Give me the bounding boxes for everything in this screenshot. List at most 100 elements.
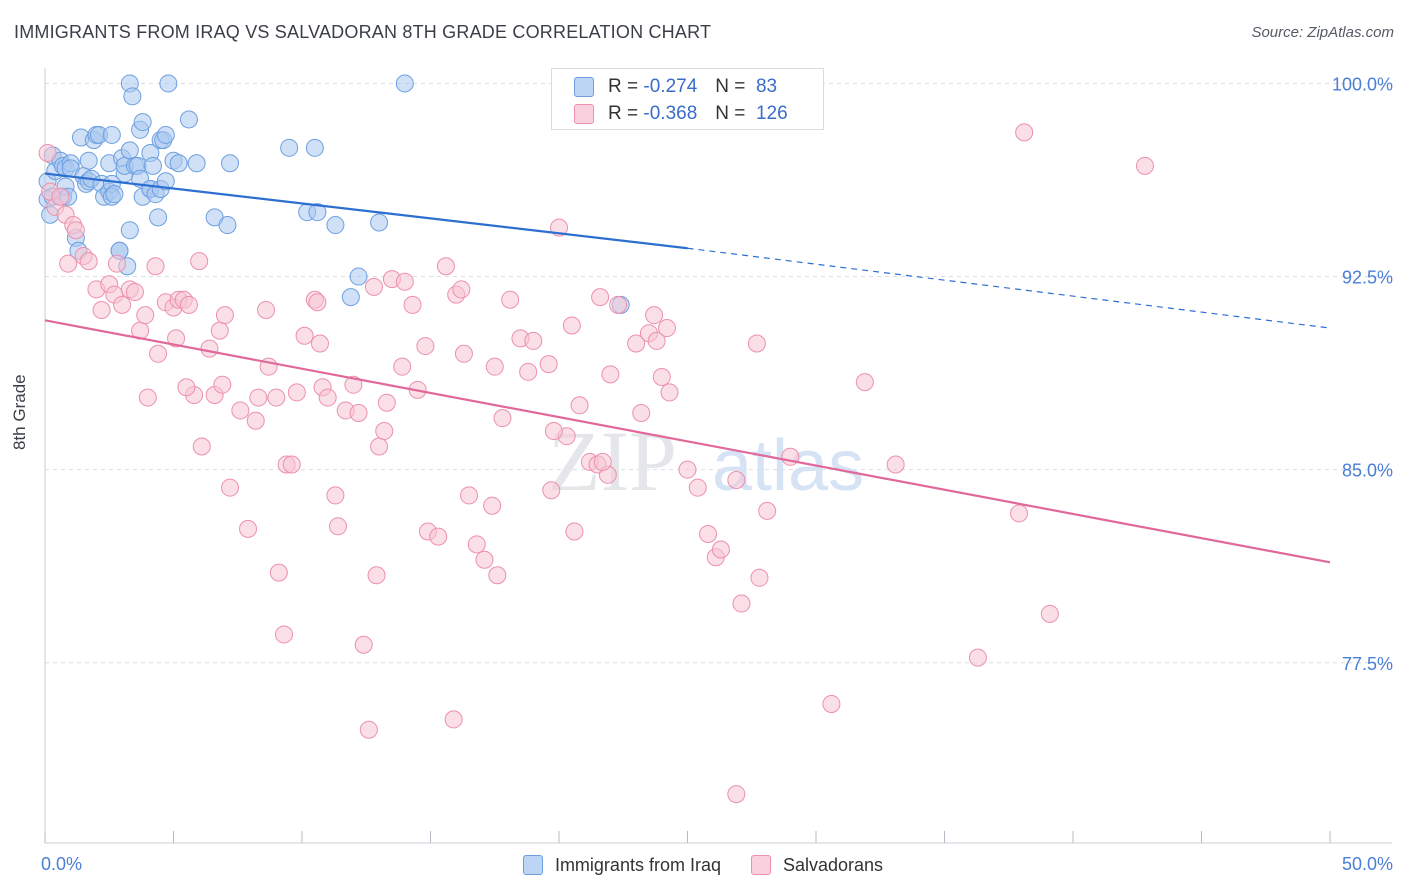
trend-line-salvadorans <box>44 319 1331 564</box>
salvadoran-point <box>310 334 329 353</box>
grid-lines <box>45 82 1392 664</box>
iraq-point <box>349 267 368 286</box>
salvadoran-point <box>167 329 186 348</box>
salvadoran-point <box>591 288 610 307</box>
watermark-atlas: atlas <box>712 426 864 506</box>
iraq-point <box>169 154 188 173</box>
axes <box>44 68 1392 844</box>
salvadoran-point <box>968 648 987 667</box>
iraq-point <box>105 185 124 204</box>
salvadoran-point <box>1015 123 1034 142</box>
iraq-point <box>159 74 178 93</box>
trend-line-iraq-extension <box>687 247 1331 329</box>
iraq-point <box>156 172 175 191</box>
chart-source: Source: ZipAtlas.com <box>1251 24 1394 41</box>
salvadoran-point <box>364 277 383 296</box>
salvadoran-point <box>200 339 219 358</box>
salvadoran-point <box>190 252 209 271</box>
legend-swatch-pink <box>750 855 771 875</box>
r-label: R = <box>608 103 639 124</box>
iraq-point <box>221 154 240 173</box>
salvadoran-point <box>436 257 455 276</box>
salvadoran-point <box>593 452 612 471</box>
legend-item-salvadorans[interactable]: Salvadorans <box>750 854 884 876</box>
x-tick-label: 0.0% <box>41 854 82 874</box>
salvadoran-point <box>138 388 157 407</box>
legend-swatch-pink <box>574 104 594 124</box>
iraq-point <box>79 151 98 170</box>
salvadoran-point <box>395 272 414 291</box>
salvadoran-point <box>727 470 746 489</box>
y-tick-label: 100.0% <box>1332 74 1393 94</box>
salvadoran-point <box>609 295 628 314</box>
salvadoran-point <box>483 496 502 515</box>
salvadoran-point <box>215 306 234 325</box>
series-legend: Immigrants from Iraq Salvadorans <box>0 852 1406 878</box>
salvadoran-point <box>177 378 196 397</box>
y-tick-label: 92.5% <box>1342 268 1393 288</box>
salvadoran-point <box>1135 156 1154 175</box>
legend-label-salvadorans: Salvadorans <box>782 854 884 875</box>
salvadoran-point <box>92 301 111 320</box>
salvadoran-point <box>524 331 543 350</box>
salvadoran-point <box>239 519 258 538</box>
salvadoran-point <box>501 290 520 309</box>
salvadoran-point <box>727 785 746 804</box>
series-immigrants-from-iraq <box>38 74 630 314</box>
salvadoran-point <box>210 321 229 340</box>
iraq-point <box>123 87 142 106</box>
iraq-point <box>341 288 360 307</box>
iraq-point <box>143 156 162 175</box>
iraq-point <box>218 216 237 235</box>
salvadoran-point <box>519 362 538 381</box>
salvadoran-point <box>146 257 165 276</box>
salvadoran-point <box>295 326 314 345</box>
salvadoran-point <box>732 594 751 613</box>
salvadoran-point <box>488 566 507 585</box>
salvadoran-point <box>318 388 337 407</box>
legend-item-iraq[interactable]: Immigrants from Iraq <box>522 855 721 876</box>
correlation-legend: R = -0.274 N = 83 R = -0.368 N = 126 <box>551 68 824 130</box>
iraq-point <box>280 138 299 157</box>
salvadoran-point <box>221 478 240 497</box>
salvadoran-point <box>107 254 126 273</box>
salvadoran-point <box>886 455 905 474</box>
salvadoran-point <box>359 720 378 739</box>
salvadoran-point <box>213 375 232 394</box>
salvadoran-point <box>601 365 620 384</box>
salvadoran-point <box>344 375 363 394</box>
salvadoran-point <box>475 550 494 569</box>
salvadoran-point <box>542 481 561 500</box>
iraq-point <box>370 213 389 232</box>
salvadoran-point <box>544 422 563 441</box>
salvadoran-point <box>1010 504 1029 523</box>
salvadoran-point <box>79 252 98 271</box>
iraq-point <box>156 125 175 144</box>
salvadoran-point <box>485 357 504 376</box>
salvadoran-point <box>632 404 651 423</box>
n-value: 83 <box>755 76 778 97</box>
legend-swatch-blue <box>522 855 543 875</box>
iraq-point <box>187 154 206 173</box>
salvadoran-point <box>308 293 327 312</box>
n-label: N = <box>715 103 746 124</box>
salvadoran-point <box>269 563 288 582</box>
salvadoran-point <box>660 383 679 402</box>
r-label: R = <box>608 76 639 97</box>
salvadoran-point <box>429 527 448 546</box>
series-salvadorans <box>38 123 1154 804</box>
salvadoran-point <box>375 422 394 441</box>
salvadoran-point <box>282 455 301 474</box>
salvadoran-point <box>562 316 581 335</box>
salvadoran-point <box>125 283 144 302</box>
r-value: -0.274 <box>643 76 698 97</box>
iraq-point <box>120 141 139 160</box>
salvadoran-point <box>113 295 132 314</box>
salvadoran-point <box>758 501 777 520</box>
iraq-point <box>149 208 168 227</box>
salvadoran-point <box>179 295 198 314</box>
iraq-point <box>133 113 152 132</box>
salvadoran-point <box>275 625 294 644</box>
salvadoran-point <box>539 355 558 374</box>
